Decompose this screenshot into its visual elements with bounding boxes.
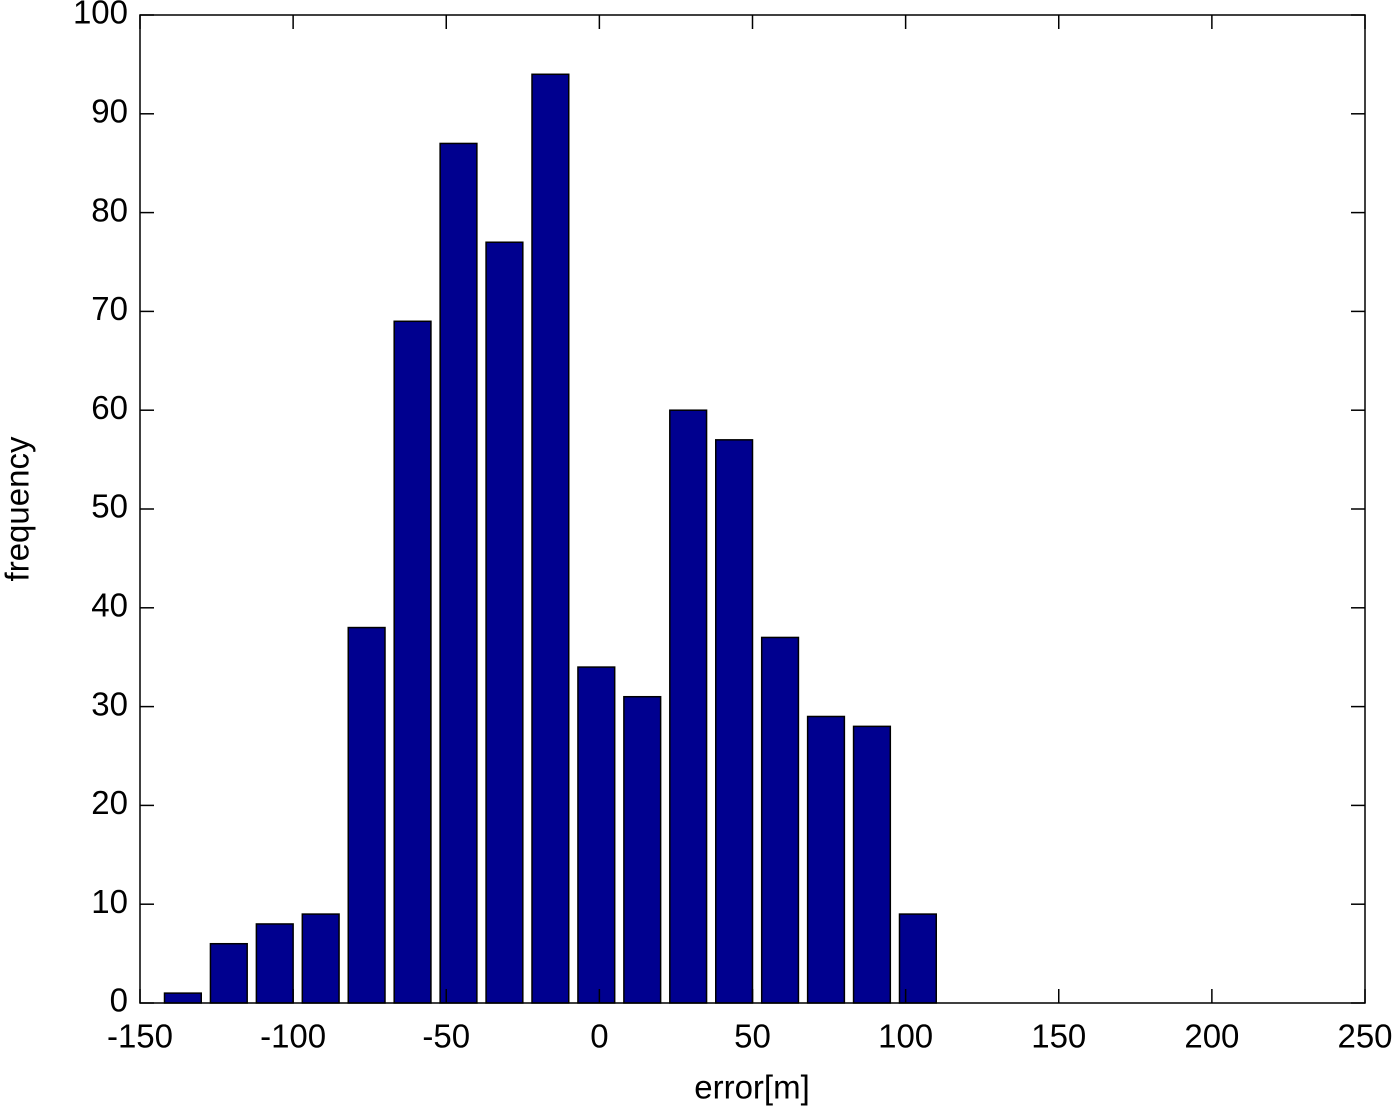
bar [485, 241, 524, 1004]
y-tick-label: 70 [91, 290, 128, 327]
bar [439, 142, 478, 1004]
y-tick-label: 0 [110, 982, 128, 1019]
bar [393, 320, 432, 1004]
y-tick-label: 60 [91, 389, 128, 426]
y-tick-label: 100 [73, 0, 128, 31]
x-tick-label: 150 [1031, 1018, 1086, 1055]
x-tick-label: 100 [878, 1018, 933, 1055]
bar [163, 992, 202, 1004]
y-tick-label: 30 [91, 685, 128, 722]
bar [255, 923, 294, 1004]
y-tick-label: 10 [91, 883, 128, 920]
bar [301, 913, 340, 1004]
bar [669, 409, 708, 1004]
bar [531, 73, 570, 1004]
y-tick-label: 20 [91, 784, 128, 821]
x-tick-label: -100 [260, 1018, 326, 1055]
y-tick-label: 50 [91, 488, 128, 525]
x-tick-label: 250 [1337, 1018, 1392, 1055]
bar [347, 626, 386, 1004]
x-tick-label: 50 [734, 1018, 771, 1055]
bar [760, 636, 800, 1004]
y-tick-label: 40 [91, 587, 128, 624]
bar [209, 942, 248, 1004]
y-axis-label: frequency [0, 436, 36, 581]
x-axis-label: error[m] [694, 1069, 810, 1106]
x-tick-label: -150 [107, 1018, 173, 1055]
x-tick-label: -50 [422, 1018, 470, 1055]
x-tick-label: 0 [590, 1018, 608, 1055]
x-tick-label: 200 [1184, 1018, 1239, 1055]
bar [806, 715, 846, 1004]
bar [852, 725, 892, 1004]
bar [623, 695, 662, 1004]
bar [577, 666, 616, 1004]
bar [898, 913, 937, 1004]
bar [715, 439, 754, 1004]
y-tick-label: 80 [91, 191, 128, 228]
y-tick-label: 90 [91, 93, 128, 130]
